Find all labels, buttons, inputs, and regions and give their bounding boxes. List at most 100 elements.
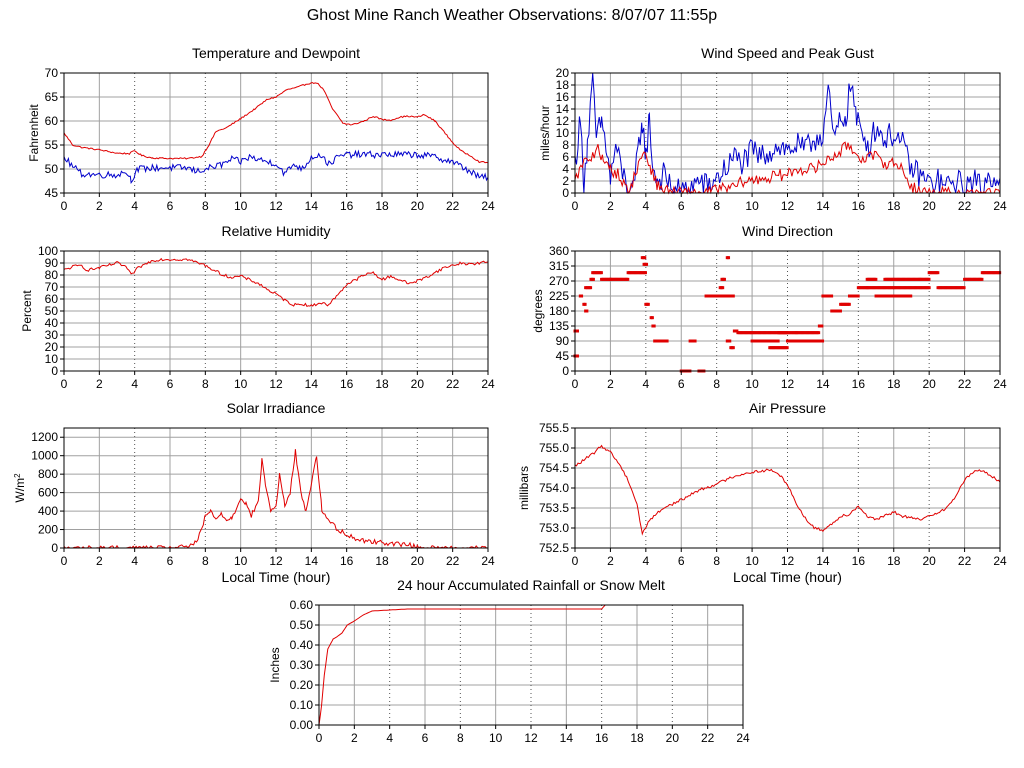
data-point [731, 294, 735, 298]
y-tick-label: 0.60 [290, 598, 314, 612]
x-tick-label: 14 [305, 377, 319, 391]
data-point [727, 256, 731, 260]
x-tick-label: 18 [887, 199, 901, 213]
y-tick-label: 6 [562, 150, 569, 164]
x-tick-label: 22 [446, 199, 460, 213]
y-axis-label: millibars [517, 466, 531, 510]
x-tick-label: 8 [713, 199, 720, 213]
x-tick-label: 24 [993, 377, 1007, 391]
data-point [645, 262, 649, 266]
x-tick-label: 22 [701, 731, 715, 745]
y-tick-label: 70 [45, 280, 59, 294]
y-tick-label: 0 [51, 364, 58, 378]
y-tick-label: 18 [556, 78, 570, 92]
data-point [735, 329, 739, 333]
data-point [776, 339, 780, 343]
data-point [856, 294, 860, 298]
y-tick-label: 8 [562, 138, 569, 152]
x-tick-label: 0 [61, 554, 68, 568]
chart-title-press: Air Pressure [749, 400, 826, 416]
data-point [830, 294, 834, 298]
x-tick-label: 16 [852, 199, 866, 213]
data-point [646, 302, 650, 306]
x-tick-label: 8 [202, 377, 209, 391]
x-tick-label: 20 [666, 731, 680, 745]
chart-rain: 24 hour Accumulated Rainfall or Snow Mel… [268, 577, 750, 745]
x-tick-label: 12 [269, 199, 283, 213]
x-tick-label: 8 [202, 199, 209, 213]
y-tick-label: 10 [556, 126, 570, 140]
y-tick-label: 180 [549, 304, 569, 318]
x-tick-label: 4 [386, 731, 393, 745]
y-tick-label: 20 [556, 66, 570, 80]
x-tick-label: 2 [607, 377, 614, 391]
data-point [591, 277, 595, 281]
y-tick-label: 50 [45, 162, 59, 176]
y-tick-label: 0.20 [290, 678, 314, 692]
x-tick-label: 24 [481, 554, 495, 568]
y-tick-label: 0 [51, 541, 58, 555]
data-point [728, 339, 732, 343]
y-tick-label: 1200 [31, 430, 58, 444]
y-tick-label: 60 [45, 292, 59, 306]
y-tick-label: 70 [45, 66, 59, 80]
x-tick-label: 12 [781, 554, 795, 568]
x-tick-label: 12 [524, 731, 538, 745]
x-tick-label: 16 [340, 377, 354, 391]
x-tick-label: 16 [852, 377, 866, 391]
x-tick-label: 6 [167, 554, 174, 568]
x-tick-label: 2 [96, 199, 103, 213]
data-point [693, 339, 697, 343]
series-line-wind-1 [574, 141, 1001, 195]
y-tick-label: 754.0 [539, 481, 569, 495]
y-tick-label: 90 [556, 334, 570, 348]
x-tick-label: 6 [167, 199, 174, 213]
x-tick-label: 2 [607, 554, 614, 568]
x-axis-label: Local Time (hour) [222, 569, 331, 585]
data-point [821, 339, 825, 343]
y-tick-label: 45 [45, 186, 59, 200]
x-tick-label: 0 [572, 199, 579, 213]
y-tick-label: 315 [549, 259, 569, 273]
y-axis-label: Fahrenheit [27, 104, 41, 162]
x-tick-label: 4 [131, 377, 138, 391]
x-tick-label: 6 [678, 377, 685, 391]
y-tick-label: 0.40 [290, 638, 314, 652]
y-tick-label: 135 [549, 319, 569, 333]
y-tick-label: 2 [562, 174, 569, 188]
data-point [785, 346, 789, 350]
x-tick-label: 0 [61, 199, 68, 213]
x-tick-label: 10 [234, 377, 248, 391]
data-point [575, 329, 579, 333]
y-tick-label: 60 [45, 114, 59, 128]
x-tick-label: 4 [131, 554, 138, 568]
y-tick-label: 14 [556, 102, 570, 116]
chart-title-solar: Solar Irradiance [227, 400, 326, 416]
x-tick-label: 8 [457, 731, 464, 745]
y-tick-label: 800 [38, 467, 58, 481]
data-point [575, 354, 579, 358]
x-tick-label: 2 [607, 199, 614, 213]
y-tick-label: 400 [38, 504, 58, 518]
x-tick-label: 6 [167, 377, 174, 391]
chart-title-rh: Relative Humidity [222, 223, 331, 239]
data-point [936, 271, 940, 275]
y-tick-label: 360 [549, 244, 569, 258]
y-axis-label-superscript: 2 [13, 473, 22, 478]
y-tick-label: 55 [45, 138, 59, 152]
y-tick-label: 40 [45, 316, 59, 330]
x-tick-label: 20 [922, 377, 936, 391]
y-tick-label: 755.5 [539, 421, 569, 435]
y-tick-label: 12 [556, 114, 570, 128]
x-tick-label: 0 [316, 731, 323, 745]
x-tick-label: 16 [595, 731, 609, 745]
series-line-temp-0 [63, 81, 489, 164]
y-tick-label: 755.0 [539, 441, 569, 455]
y-tick-label: 752.5 [539, 541, 569, 555]
x-tick-label: 22 [958, 199, 972, 213]
